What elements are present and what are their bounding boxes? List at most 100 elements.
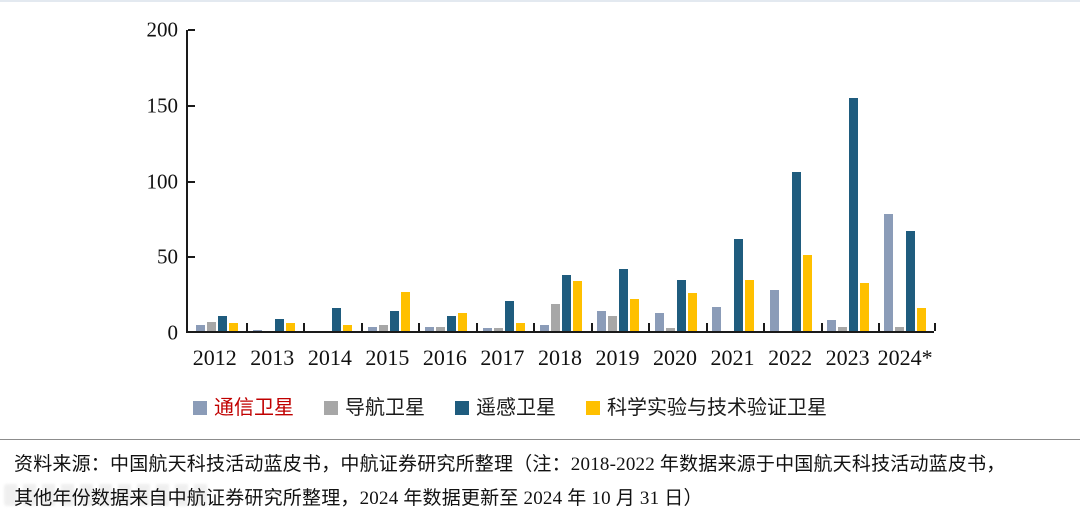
bar-导航卫星-2019 <box>608 315 618 331</box>
x-tick-label-2024*: 2024* <box>877 345 933 370</box>
legend-swatch-icon <box>324 401 338 415</box>
x-tick-label-2016: 2016 <box>422 345 467 370</box>
bar-导航卫星-2023 <box>837 326 847 331</box>
x-tick-mark <box>303 323 305 331</box>
x-tick-mark <box>821 323 823 331</box>
bar-遥感卫星-2021 <box>734 238 744 331</box>
bar-通信卫星-2020 <box>654 312 664 331</box>
bar-科学实验与技术验证卫星-2014 <box>343 324 353 331</box>
x-tick-mark <box>706 323 708 331</box>
bar-group-2013 <box>245 30 302 331</box>
bar-科学实验与技术验证卫星-2020 <box>687 293 697 331</box>
x-tick-mark <box>934 323 936 331</box>
bar-导航卫星-2015 <box>378 324 388 331</box>
bar-遥感卫星-2012 <box>217 315 227 331</box>
bar-通信卫星-2022 <box>769 290 779 331</box>
bar-group-2016 <box>418 30 475 331</box>
legend-swatch-icon <box>455 401 469 415</box>
bar-科学实验与技术验证卫星-2023 <box>859 282 869 331</box>
x-tick-label-2012: 2012 <box>192 345 237 370</box>
bar-group-2018 <box>532 30 589 331</box>
y-tick-label: 100 <box>146 169 179 193</box>
legend-item-通信卫星: 通信卫星 <box>193 396 294 420</box>
bar-科学实验与技术验证卫星-2013 <box>286 323 296 331</box>
plot-groups <box>188 30 934 331</box>
x-tick-mark <box>418 323 420 331</box>
bar-遥感卫星-2023 <box>848 97 858 331</box>
footer-divider <box>0 439 1080 440</box>
bar-遥感卫星-2024* <box>906 231 916 331</box>
bar-group-2019 <box>590 30 647 331</box>
bar-遥感卫星-2020 <box>676 279 686 331</box>
y-axis: 0 50 100 150 200 <box>128 19 179 343</box>
x-tick-mark <box>533 323 535 331</box>
y-tick-label: 50 <box>157 244 178 269</box>
y-tick-mark <box>188 29 195 31</box>
x-tick-mark <box>591 323 593 331</box>
bar-科学实验与技术验证卫星-2016 <box>458 312 468 331</box>
bar-导航卫星-2020 <box>665 328 675 331</box>
bar-通信卫星-2024* <box>884 214 894 331</box>
bar-导航卫星-2024* <box>895 326 905 331</box>
legend-label: 导航卫星 <box>345 397 425 419</box>
x-tick-label-2021: 2021 <box>710 345 755 370</box>
legend-swatch-icon <box>193 401 207 415</box>
bar-科学实验与技术验证卫星-2012 <box>228 323 238 331</box>
x-tick-mark <box>878 323 880 331</box>
x-tick-label-2017: 2017 <box>480 345 525 370</box>
y-tick-mark <box>188 256 195 259</box>
x-tick-label-2020: 2020 <box>653 345 698 370</box>
bar-导航卫星-2017 <box>493 328 503 331</box>
bar-导航卫星-2012 <box>206 321 216 331</box>
legend-item-科学实验与技术验证卫星: 科学实验与技术验证卫星 <box>586 396 827 420</box>
bar-通信卫星-2017 <box>482 328 492 331</box>
bar-科学实验与技术验证卫星-2015 <box>400 291 410 331</box>
legend-item-遥感卫星: 遥感卫星 <box>455 396 556 420</box>
y-tick-label: 200 <box>146 17 179 42</box>
bar-遥感卫星-2018 <box>562 274 572 331</box>
bar-导航卫星-2018 <box>551 303 561 331</box>
source-note-line1: 资料来源：中国航天科技活动蓝皮书，中航证券研究所整理（注：2018-2022 年… <box>14 454 1006 475</box>
bar-遥感卫星-2017 <box>504 300 514 331</box>
x-tick-mark <box>648 323 650 331</box>
bar-通信卫星-2013 <box>253 329 263 331</box>
x-tick-label-2023: 2023 <box>825 345 870 370</box>
bar-科学实验与技术验证卫星-2022 <box>802 255 812 331</box>
plot-area <box>186 29 936 333</box>
x-tick-mark <box>361 323 363 331</box>
bar-科学实验与技术验证卫星-2018 <box>573 281 583 331</box>
legend-item-导航卫星: 导航卫星 <box>324 396 425 420</box>
x-axis-labels: 2012 2013 2014 2015 2016 2017 2018 2019 2020 2021… <box>186 345 934 371</box>
bar-科学实验与技术验证卫星-2024* <box>917 308 927 331</box>
legend-swatch-icon <box>586 401 600 415</box>
bar-遥感卫星-2015 <box>389 311 399 331</box>
y-tick-mark <box>188 104 195 107</box>
bar-遥感卫星-2022 <box>791 171 801 331</box>
y-tick-mark <box>188 180 195 183</box>
bar-通信卫星-2021 <box>712 306 722 331</box>
bar-导航卫星-2016 <box>436 326 446 331</box>
bar-科学实验与技术验证卫星-2017 <box>515 323 525 331</box>
x-tick-label-2013: 2013 <box>250 345 295 370</box>
legend-label: 通信卫星 <box>214 397 294 419</box>
bar-group-2020 <box>647 30 704 331</box>
x-tick-mark <box>763 323 765 331</box>
x-tick-label-2014: 2014 <box>307 345 352 370</box>
y-tick-label: 150 <box>146 93 179 118</box>
bar-通信卫星-2018 <box>540 324 550 331</box>
bar-通信卫星-2019 <box>597 311 607 331</box>
bar-遥感卫星-2013 <box>275 318 285 331</box>
bar-group-2023 <box>819 30 876 331</box>
bar-通信卫星-2012 <box>195 324 205 331</box>
bar-通信卫星-2016 <box>425 326 435 331</box>
bar-遥感卫星-2016 <box>447 315 457 331</box>
bar-group-2024* <box>877 30 934 331</box>
bar-group-2012 <box>188 30 245 331</box>
bar-group-2021 <box>705 30 762 331</box>
legend-label: 科学实验与技术验证卫星 <box>607 397 827 419</box>
bar-通信卫星-2023 <box>826 320 836 331</box>
legend-label: 遥感卫星 <box>476 397 556 419</box>
bar-科学实验与技术验证卫星-2021 <box>745 279 755 331</box>
bar-group-2017 <box>475 30 532 331</box>
